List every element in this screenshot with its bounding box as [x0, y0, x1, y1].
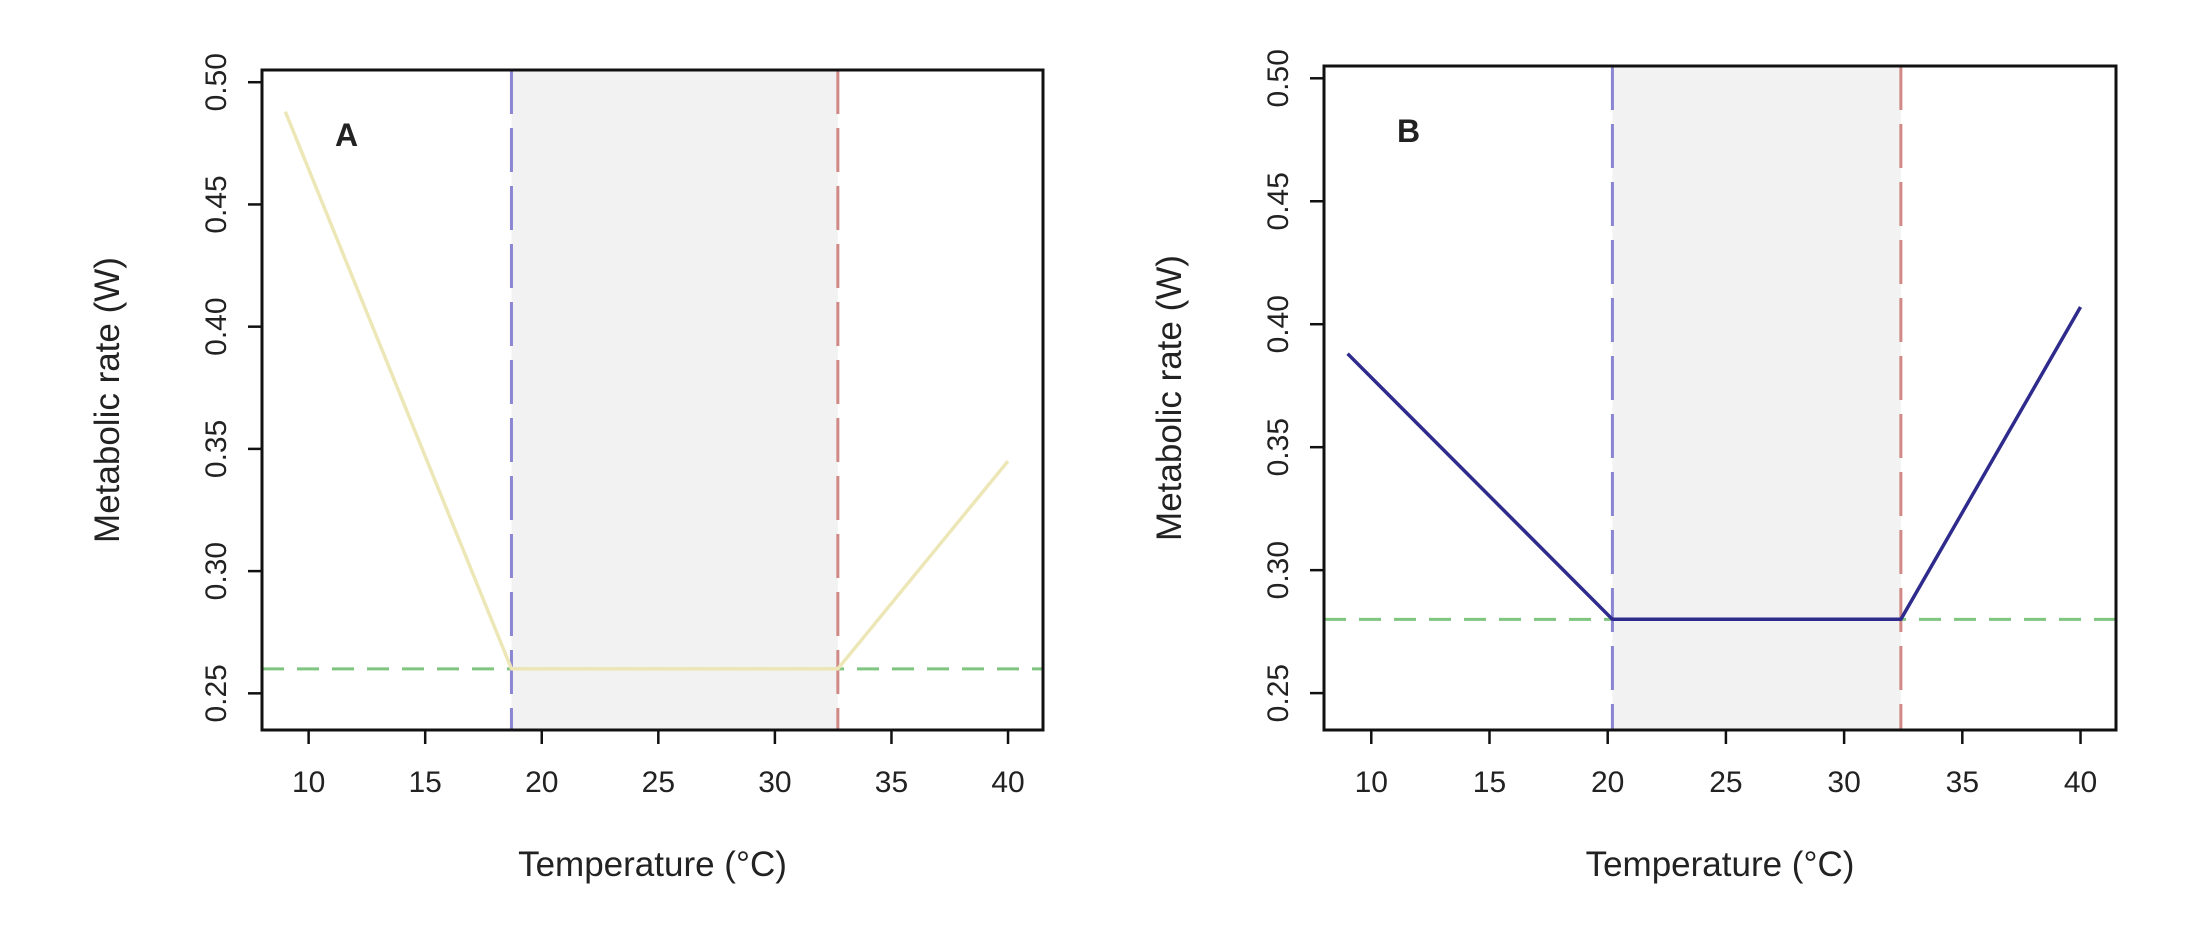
shaded-region	[1612, 66, 1901, 730]
panel-b: 10 15 20 25 30 35 40 0.25 0.30 0.35 0.40 0.45 0.50 Te…	[1150, 49, 2118, 884]
x-tick-label: 25	[1709, 766, 1742, 799]
y-tick-label: 0.40	[200, 297, 233, 355]
y-axis-title: Metabolic rate (W)	[88, 257, 127, 543]
series-line	[283, 110, 1010, 671]
y-tick-label: 0.50	[200, 53, 233, 111]
y-axis-title: Metabolic rate (W)	[1150, 255, 1189, 541]
y-tick-label: 0.45	[200, 175, 233, 233]
x-tick-label: 30	[1827, 766, 1860, 799]
x-tick-label: 20	[525, 766, 558, 799]
x-tick-label: 10	[292, 766, 325, 799]
panel-a: 10 15 20 25 30 35 40 0.25 0.30 0.35 0.40 0.45 0.50 Te…	[88, 53, 1045, 884]
y-tick-label: 0.50	[1262, 49, 1295, 107]
y-tick-label: 0.45	[1262, 172, 1295, 230]
x-tick-label: 10	[1355, 766, 1388, 799]
y-tick-label: 0.25	[1262, 664, 1295, 722]
y-tick-label: 0.35	[200, 420, 233, 478]
x-axis-title: Temperature (°C)	[518, 845, 787, 884]
plot-frame	[1322, 64, 2118, 732]
panel-label: B	[1397, 113, 1420, 149]
x-tick-label: 25	[642, 766, 675, 799]
x-tick-label: 35	[875, 766, 908, 799]
y-tick-label: 0.30	[1262, 541, 1295, 599]
x-tick-label: 30	[758, 766, 791, 799]
series-line	[1346, 306, 2083, 622]
x-axis-title: Temperature (°C)	[1586, 845, 1855, 884]
plot-frame	[260, 68, 1045, 732]
x-tick-label: 20	[1591, 766, 1624, 799]
shaded-region	[511, 70, 838, 730]
panel-label: A	[335, 117, 358, 153]
x-tick-label: 15	[1473, 766, 1506, 799]
x-tick-label: 40	[991, 766, 1024, 799]
y-tick-label: 0.30	[200, 542, 233, 600]
y-tick-label: 0.35	[1262, 418, 1295, 476]
y-tick-label: 0.40	[1262, 295, 1295, 353]
x-tick-label: 40	[2064, 766, 2097, 799]
x-tick-label: 15	[409, 766, 442, 799]
y-tick-label: 0.25	[200, 664, 233, 722]
x-tick-label: 35	[1946, 766, 1979, 799]
